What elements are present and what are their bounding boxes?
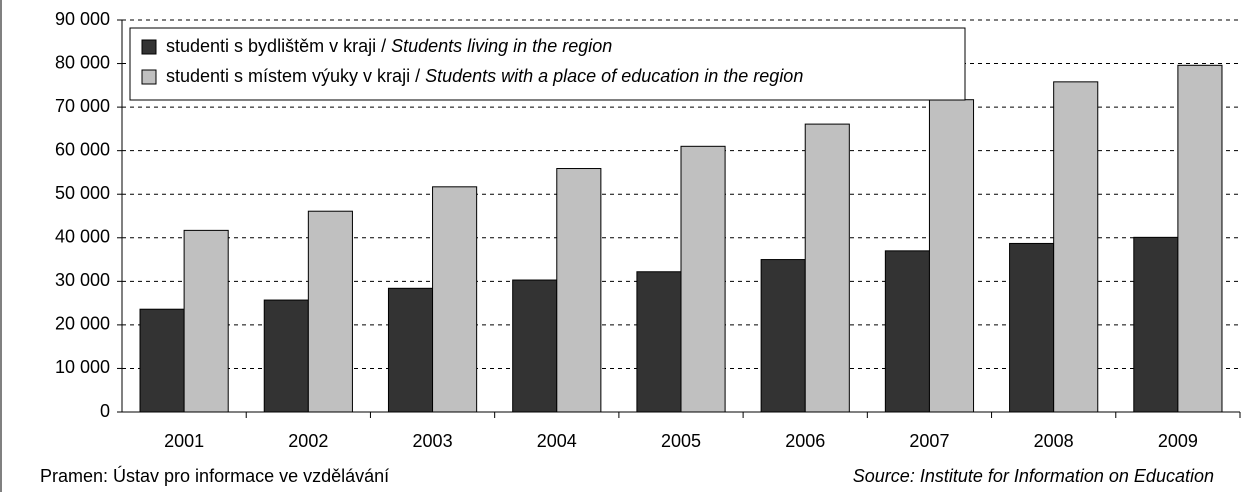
bar xyxy=(263,299,309,413)
bar xyxy=(432,186,478,413)
bar xyxy=(556,168,602,413)
x-tick-label: 2007 xyxy=(909,431,949,451)
bar xyxy=(1133,236,1179,413)
bar xyxy=(884,250,930,413)
y-tick-label: 80 000 xyxy=(55,52,110,72)
bar xyxy=(1053,81,1099,413)
y-tick-label: 70 000 xyxy=(55,96,110,116)
legend-label-cz: studenti s místem výuky v kraji / xyxy=(166,66,425,86)
bar xyxy=(307,210,353,413)
legend-label: studenti s místem výuky v kraji / Studen… xyxy=(166,66,803,86)
y-tick-label: 90 000 xyxy=(55,9,110,29)
bar xyxy=(387,287,434,413)
y-tick-label: 0 xyxy=(100,401,110,421)
x-tick-label: 2001 xyxy=(164,431,204,451)
y-tick-label: 10 000 xyxy=(55,357,110,377)
legend-label: studenti s bydlištěm v kraji / Students … xyxy=(166,36,612,56)
legend-swatch xyxy=(141,39,157,55)
x-tick-label: 2009 xyxy=(1158,431,1198,451)
legend-label-cz: studenti s bydlištěm v kraji / xyxy=(166,36,391,56)
legend-label-en: Students living in the region xyxy=(391,36,612,56)
bar xyxy=(512,279,558,413)
bar xyxy=(139,308,185,413)
x-tick-label: 2003 xyxy=(413,431,453,451)
x-tick-label: 2008 xyxy=(1034,431,1074,451)
legend-label-en: Students with a place of education in th… xyxy=(425,66,803,86)
bar xyxy=(760,259,806,413)
bar xyxy=(928,99,975,413)
y-tick-label: 40 000 xyxy=(55,227,110,247)
source-cz: Pramen: Ústav pro informace ve vzděláván… xyxy=(40,465,389,486)
bar xyxy=(636,271,682,413)
y-tick-label: 20 000 xyxy=(55,314,110,334)
legend-swatch xyxy=(141,69,157,85)
bar xyxy=(1009,242,1055,413)
y-tick-label: 60 000 xyxy=(55,139,110,159)
bar xyxy=(1177,64,1223,413)
y-tick-label: 30 000 xyxy=(55,270,110,290)
x-tick-label: 2002 xyxy=(288,431,328,451)
bar xyxy=(680,145,726,413)
x-tick-label: 2004 xyxy=(537,431,577,451)
source-en: Source: Institute for Information on Edu… xyxy=(853,466,1214,486)
x-tick-label: 2006 xyxy=(785,431,825,451)
legend-box xyxy=(129,27,966,101)
x-tick-label: 2005 xyxy=(661,431,701,451)
bar xyxy=(804,123,850,413)
y-tick-label: 50 000 xyxy=(55,183,110,203)
bar xyxy=(183,229,229,413)
